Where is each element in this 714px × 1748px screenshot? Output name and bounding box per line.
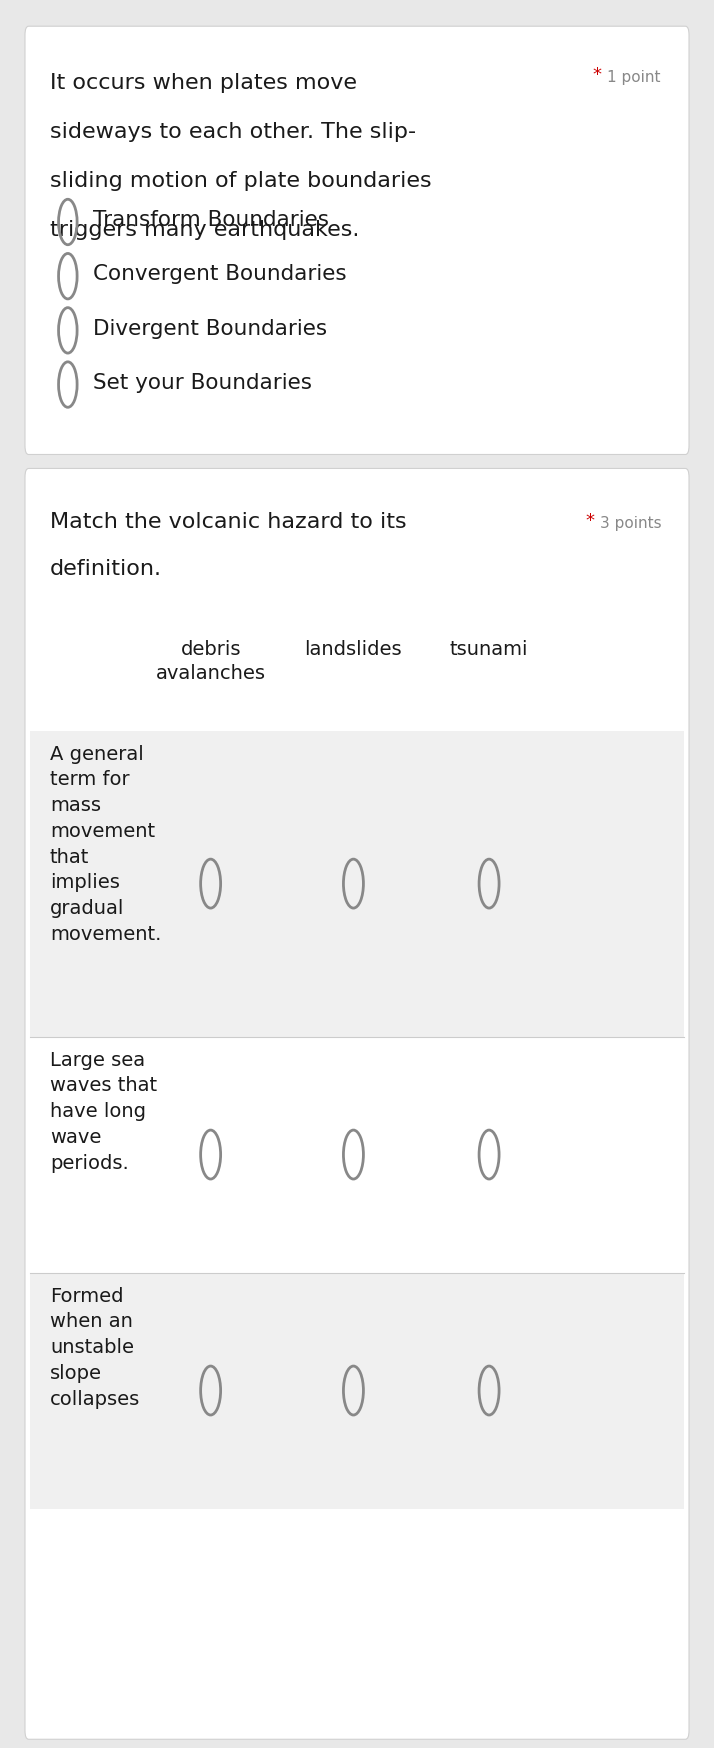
Text: *: * <box>593 66 602 84</box>
FancyBboxPatch shape <box>25 26 689 454</box>
FancyBboxPatch shape <box>25 468 689 1739</box>
Text: triggers many earthquakes.: triggers many earthquakes. <box>50 220 359 239</box>
Text: debris
avalanches: debris avalanches <box>156 640 266 683</box>
Text: Transform Boundaries: Transform Boundaries <box>93 210 329 231</box>
Text: 1 point: 1 point <box>607 70 660 86</box>
FancyBboxPatch shape <box>30 1273 684 1509</box>
Text: Formed
when an
unstable
slope
collapses: Formed when an unstable slope collapses <box>50 1287 140 1409</box>
Text: tsunami: tsunami <box>450 640 528 659</box>
Text: Convergent Boundaries: Convergent Boundaries <box>93 264 346 285</box>
Text: Large sea
waves that
have long
wave
periods.: Large sea waves that have long wave peri… <box>50 1051 157 1173</box>
Text: Set your Boundaries: Set your Boundaries <box>93 372 312 393</box>
Text: A general
term for
mass
movement
that
implies
gradual
movement.: A general term for mass movement that im… <box>50 745 161 944</box>
Text: It occurs when plates move: It occurs when plates move <box>50 73 357 93</box>
Text: definition.: definition. <box>50 559 162 579</box>
FancyBboxPatch shape <box>30 731 684 1037</box>
Text: Match the volcanic hazard to its: Match the volcanic hazard to its <box>50 512 406 531</box>
Text: 3 points: 3 points <box>600 516 661 531</box>
Text: landslides: landslides <box>305 640 402 659</box>
Text: sideways to each other. The slip-: sideways to each other. The slip- <box>50 122 416 142</box>
Text: sliding motion of plate boundaries: sliding motion of plate boundaries <box>50 171 431 191</box>
Text: Divergent Boundaries: Divergent Boundaries <box>93 318 327 339</box>
Text: *: * <box>585 512 595 530</box>
